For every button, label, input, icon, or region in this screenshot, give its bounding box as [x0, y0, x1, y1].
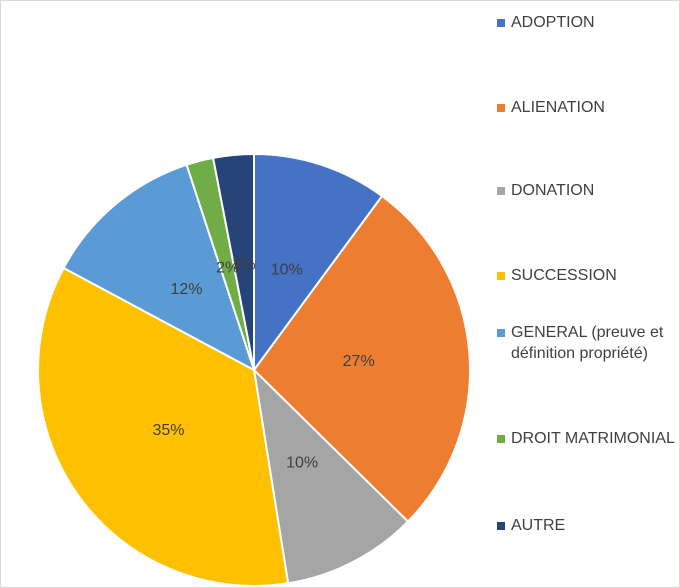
- data-label: 27%: [343, 353, 375, 370]
- pie-slice: [252, 194, 471, 523]
- pie-slice: [62, 163, 256, 373]
- legend-entry: ALIENATION: [497, 97, 677, 118]
- data-label: 3%: [232, 257, 255, 274]
- legend-entry: DONATION: [497, 180, 677, 201]
- legend-label: DROIT MATRIMONIAL: [511, 430, 675, 447]
- legend-label: SUCCESSION: [511, 267, 617, 284]
- pie-slice: [252, 367, 410, 585]
- data-label: 10%: [271, 261, 303, 278]
- data-label: 10%: [286, 455, 318, 472]
- legend-label: DONATION: [511, 182, 595, 199]
- data-label: 35%: [152, 422, 184, 439]
- pie-slice: [211, 152, 255, 371]
- legend-entry: ADOPTION: [497, 12, 677, 33]
- legend-label: ALIENATION: [511, 99, 605, 116]
- legend-swatch: [497, 187, 505, 195]
- legend-label: AUTRE: [511, 517, 566, 534]
- legend-swatch: [497, 435, 505, 443]
- data-label: 12%: [170, 281, 202, 298]
- pie-slice: [37, 266, 290, 587]
- legend-entry: SUCCESSION: [497, 265, 677, 286]
- legend-swatch: [497, 19, 505, 27]
- pie-slice: [253, 152, 384, 374]
- legend-swatch: [497, 329, 505, 337]
- legend-label: ADOPTION: [511, 14, 595, 31]
- legend-swatch: [497, 522, 505, 530]
- legend-entry: DROIT MATRIMONIAL: [497, 428, 677, 449]
- legend-swatch: [497, 272, 505, 280]
- legend-entry: AUTRE: [497, 515, 677, 536]
- legend-label: GENERAL (preuve et définition propriété): [511, 324, 664, 362]
- legend-entry: GENERAL (preuve et définition propriété): [497, 322, 677, 364]
- data-label: 2%: [216, 260, 239, 277]
- legend-swatch: [497, 104, 505, 112]
